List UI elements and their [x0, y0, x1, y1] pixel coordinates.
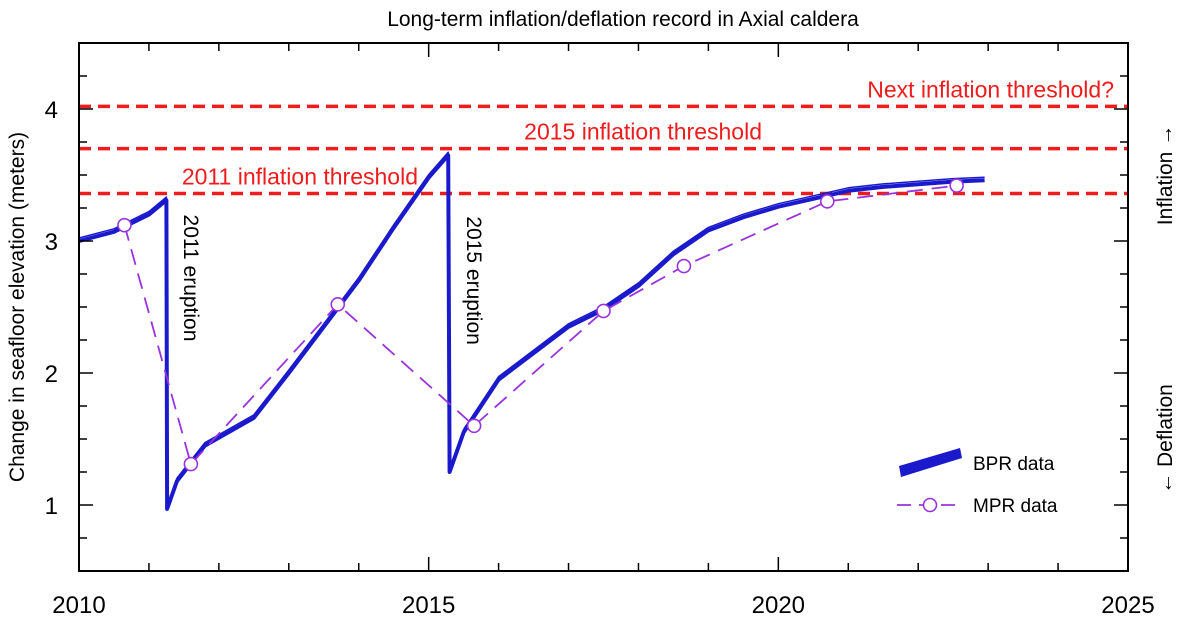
y-tick-label: 1: [45, 493, 58, 520]
threshold-lines: Next inflation threshold? 2015 inflation …: [79, 76, 1128, 196]
threshold-label: Next inflation threshold?: [867, 76, 1114, 102]
mpr-point: [117, 217, 132, 233]
eruption-label: 2015 eruption: [462, 216, 485, 344]
x-axis: 2010 2015 2020 2025: [52, 43, 1155, 619]
mpr-point: [949, 178, 964, 193]
y-axis: 1 2 3 4: [45, 42, 1128, 572]
legend-mpr-swatch: [897, 497, 963, 513]
mpr-line: [123, 184, 957, 466]
y-tick-label: 4: [45, 97, 58, 124]
legend-mpr-label: MPR data: [973, 496, 1058, 517]
mpr-point: [330, 297, 346, 312]
legend-bpr-mark: [899, 448, 962, 477]
mpr-series: [117, 178, 964, 472]
eruption-annotations: 2011 eruption 2015 eruption: [179, 215, 485, 345]
legend-bpr-swatch: [899, 448, 962, 477]
mpr-point: [676, 258, 692, 274]
legend-bpr-label: BPR data: [973, 454, 1055, 475]
y-tick-label: 3: [45, 229, 58, 256]
threshold-label: 2015 inflation threshold: [524, 119, 762, 145]
chart-title: Long-term inflation/deflation record in …: [387, 8, 859, 31]
bpr-series: [78, 151, 985, 511]
x-tick-label: 2010: [52, 592, 105, 619]
mpr-point: [596, 303, 611, 319]
legend: BPR data MPR data: [897, 448, 1058, 517]
x-tick-label: 2020: [752, 592, 805, 619]
bpr-line: [78, 153, 985, 511]
inflation-label: Inflation →: [1154, 125, 1177, 225]
bpr-line-noise: [78, 151, 985, 507]
threshold-label: 2011 inflation threshold: [182, 163, 418, 189]
mpr-point: [466, 418, 482, 434]
y-tick-label: 2: [45, 361, 58, 388]
mpr-point: [819, 194, 835, 209]
x-tick-label: 2015: [402, 592, 455, 619]
x-tick-label: 2025: [1101, 592, 1154, 619]
y-axis-label: Change in seafloor elevation (meters): [6, 132, 29, 482]
eruption-label: 2011 eruption: [179, 215, 202, 342]
deflation-label: ← Deflation: [1154, 384, 1177, 494]
legend-mpr-point: [922, 497, 938, 513]
mpr-point: [183, 456, 199, 472]
